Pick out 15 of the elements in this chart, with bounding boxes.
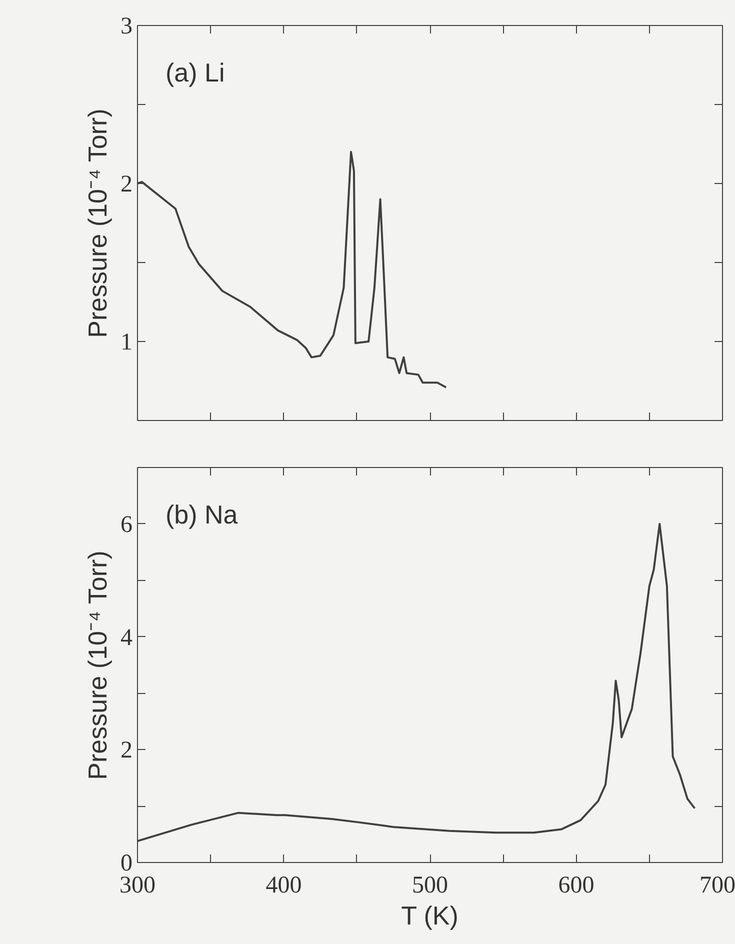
y-tick-label: 2: [120, 738, 132, 764]
y-tick-label: 2: [120, 172, 132, 198]
y-tick-label: 6: [120, 512, 132, 538]
text: (a) Li: [166, 58, 225, 88]
text: (b) Na: [166, 500, 238, 530]
x-tick-label: 700: [700, 872, 735, 898]
y-tick-label: 3: [120, 14, 132, 40]
x-tick-label: 600: [558, 872, 594, 898]
y-tick-label: 1: [120, 330, 132, 356]
x-axis-title: T (K): [401, 900, 458, 930]
x-tick-label: 400: [266, 872, 302, 898]
x-tick-label: 500: [412, 872, 448, 898]
y-tick-label: 4: [120, 624, 132, 651]
y-axis-title: Pressure (10⁻⁴ Torr): [82, 108, 112, 338]
y-axis-title: Pressure (10⁻⁴ Torr): [82, 550, 112, 780]
